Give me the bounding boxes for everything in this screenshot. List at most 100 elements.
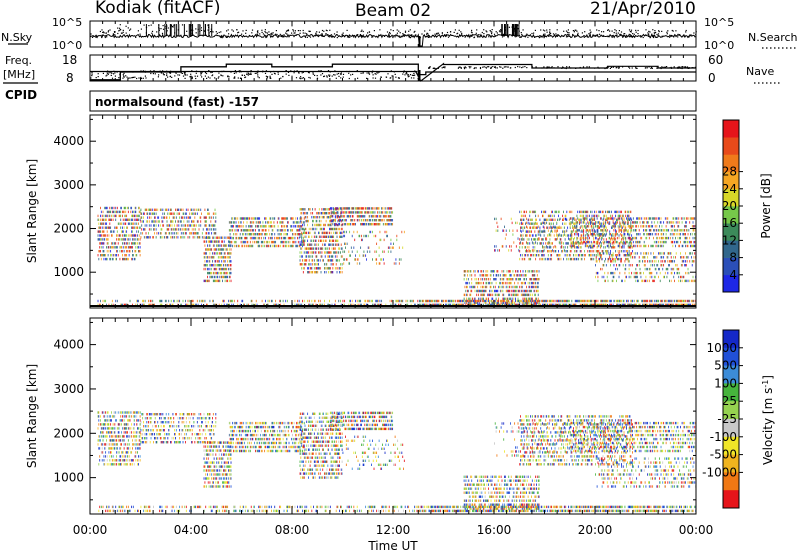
range-cell bbox=[338, 219, 340, 222]
range-cell bbox=[338, 208, 340, 211]
range-cell bbox=[125, 257, 127, 261]
range-cell bbox=[287, 221, 289, 224]
nsearch-point bbox=[231, 29, 233, 31]
nsearch-point bbox=[390, 29, 392, 31]
range-cell bbox=[201, 236, 203, 239]
range-cell bbox=[287, 299, 288, 303]
range-cell bbox=[482, 285, 484, 289]
range-cell bbox=[229, 252, 231, 255]
nave-point bbox=[664, 66, 666, 68]
range-cell bbox=[112, 230, 114, 233]
range-cell bbox=[278, 236, 280, 240]
range-cell bbox=[159, 220, 160, 223]
range-cell bbox=[600, 303, 601, 307]
range-cell bbox=[527, 218, 529, 221]
range-cell bbox=[348, 250, 350, 253]
nave-point bbox=[129, 77, 131, 79]
range-cell bbox=[474, 270, 476, 273]
range-cell bbox=[510, 303, 512, 307]
range-cell bbox=[285, 299, 287, 303]
range-cell bbox=[359, 219, 361, 222]
nsearch-point bbox=[336, 31, 338, 33]
range-cell bbox=[294, 299, 296, 303]
nave-point bbox=[257, 70, 259, 72]
nave-point bbox=[372, 74, 374, 76]
range-cell bbox=[209, 299, 211, 303]
range-cell bbox=[127, 234, 129, 237]
range-cell bbox=[531, 218, 532, 221]
range-cell bbox=[389, 219, 391, 222]
nsearch-point bbox=[103, 32, 105, 34]
range-cell bbox=[539, 226, 541, 229]
range-cell bbox=[662, 299, 664, 303]
range-cell bbox=[228, 252, 230, 255]
range-cell bbox=[115, 214, 117, 218]
nsearch-point bbox=[456, 33, 458, 35]
range-cell bbox=[213, 232, 215, 235]
range-cell bbox=[384, 230, 386, 234]
range-cell bbox=[439, 303, 441, 307]
range-cell bbox=[356, 219, 358, 222]
nsearch-point bbox=[360, 35, 363, 37]
range-cell bbox=[568, 303, 569, 307]
range-cell bbox=[521, 301, 523, 304]
range-cell bbox=[228, 256, 230, 259]
range-cell bbox=[226, 275, 228, 279]
range-cell bbox=[373, 234, 375, 238]
range-cell bbox=[169, 216, 170, 219]
range-cell bbox=[372, 303, 373, 307]
range-cell bbox=[276, 236, 278, 240]
nave-point bbox=[249, 73, 251, 75]
nsearch-point bbox=[540, 29, 542, 31]
nave-point bbox=[235, 72, 237, 74]
nsearch-point bbox=[669, 34, 671, 36]
range-cell bbox=[264, 244, 266, 248]
range-cell bbox=[563, 303, 565, 307]
range-cell bbox=[361, 207, 363, 210]
range-cell bbox=[525, 230, 526, 233]
range-cell bbox=[663, 303, 665, 307]
nsearch-point bbox=[653, 32, 655, 34]
range-cell bbox=[361, 223, 362, 226]
range-cell bbox=[290, 229, 292, 232]
range-cell bbox=[522, 293, 524, 297]
range-cell bbox=[301, 217, 303, 220]
range-cell bbox=[536, 301, 537, 304]
range-cell bbox=[108, 210, 110, 214]
range-cell bbox=[334, 251, 335, 254]
range-cell bbox=[257, 240, 259, 244]
range-cell bbox=[535, 301, 537, 304]
range-cell bbox=[632, 299, 633, 303]
range-cell bbox=[251, 225, 253, 228]
range-cell bbox=[131, 242, 133, 245]
range-cell bbox=[307, 239, 309, 242]
range-cell bbox=[342, 299, 344, 303]
range-cell bbox=[314, 263, 316, 266]
range-cell bbox=[153, 220, 154, 223]
range-cell bbox=[531, 289, 532, 293]
range-cell bbox=[527, 303, 529, 307]
nsearch-point bbox=[408, 30, 410, 32]
range-cell bbox=[421, 299, 423, 303]
nsearch-point bbox=[499, 31, 501, 33]
range-cell bbox=[315, 255, 317, 258]
range-cell bbox=[283, 240, 285, 244]
range-cell bbox=[208, 244, 210, 247]
nsearch-point bbox=[321, 33, 323, 35]
range-cell bbox=[406, 303, 408, 307]
nsearch-point bbox=[539, 36, 541, 38]
range-cell bbox=[111, 242, 112, 245]
range-cell bbox=[223, 271, 225, 275]
range-cell bbox=[131, 218, 133, 221]
range-cell bbox=[113, 242, 115, 245]
range-cell bbox=[153, 228, 154, 231]
range-cell bbox=[222, 279, 223, 283]
range-cell bbox=[536, 242, 538, 245]
nsearch-point bbox=[655, 31, 657, 34]
range-cell bbox=[568, 299, 569, 303]
range-cell bbox=[539, 242, 541, 245]
range-cell bbox=[503, 270, 505, 273]
nsearch-point bbox=[137, 30, 139, 32]
range-cell bbox=[425, 303, 427, 307]
range-cell bbox=[318, 247, 319, 250]
